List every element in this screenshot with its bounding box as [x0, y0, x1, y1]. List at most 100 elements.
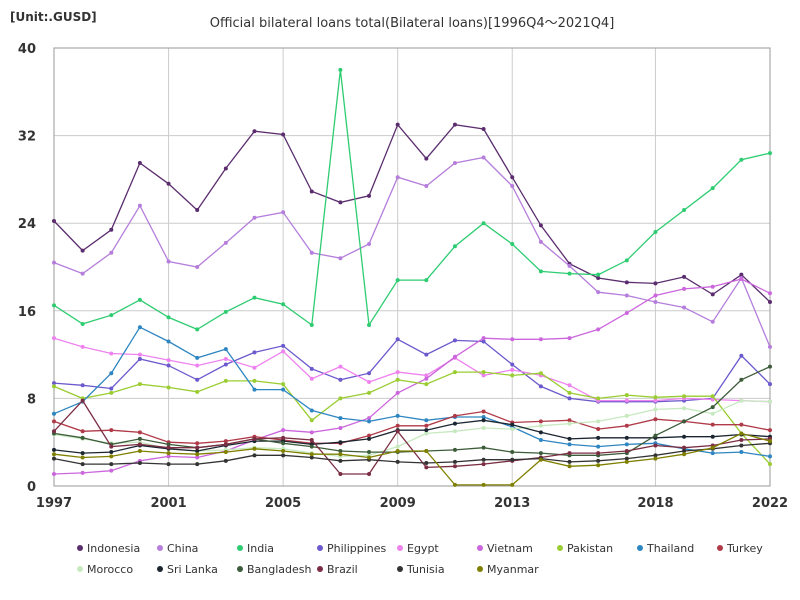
data-point: [481, 462, 486, 467]
data-point: [252, 215, 257, 220]
data-point: [710, 411, 715, 416]
data-point: [567, 390, 572, 395]
data-point: [166, 363, 171, 368]
data-point: [510, 362, 515, 367]
data-point: [309, 430, 314, 435]
legend-marker: [717, 545, 723, 551]
data-point: [338, 67, 343, 72]
data-point: [710, 394, 715, 399]
series-bangladesh: [52, 364, 772, 458]
data-point: [510, 427, 515, 432]
data-point: [395, 122, 400, 127]
data-point: [596, 419, 601, 424]
data-point: [567, 336, 572, 341]
x-tick-label: 2022: [752, 496, 788, 511]
data-point: [768, 454, 772, 459]
data-point: [166, 385, 171, 390]
data-point: [510, 450, 515, 455]
x-tick-label: 2018: [637, 496, 673, 511]
data-point: [137, 448, 142, 453]
data-point: [80, 462, 85, 467]
data-point: [682, 406, 687, 411]
data-point: [481, 409, 486, 414]
data-point: [252, 446, 257, 451]
data-point: [424, 428, 429, 433]
data-point: [624, 456, 629, 461]
data-point: [252, 365, 257, 370]
data-point: [309, 189, 314, 194]
data-point: [624, 423, 629, 428]
legend-marker: [237, 566, 243, 572]
data-point: [510, 482, 515, 487]
data-point: [682, 305, 687, 310]
data-point: [80, 321, 85, 326]
data-point: [596, 458, 601, 463]
legend-marker: [477, 566, 483, 572]
data-point: [80, 435, 85, 440]
data-point: [309, 323, 314, 328]
data-point: [567, 418, 572, 423]
legend-marker: [637, 545, 643, 551]
series-line-turkey: [53, 410, 771, 444]
data-point: [166, 315, 171, 320]
y-tick-label: 8: [27, 392, 36, 407]
data-point: [452, 338, 457, 343]
data-point: [367, 416, 372, 421]
data-point: [395, 175, 400, 180]
data-point: [281, 132, 286, 137]
data-point: [596, 435, 601, 440]
data-point: [195, 452, 200, 457]
data-point: [223, 356, 228, 361]
legend-marker: [397, 566, 403, 572]
data-point: [309, 376, 314, 381]
data-point: [338, 471, 343, 476]
data-point: [452, 354, 457, 359]
data-point: [338, 256, 343, 261]
data-point: [510, 457, 515, 462]
data-point: [195, 265, 200, 269]
data-point: [223, 240, 228, 245]
legend-marker: [397, 545, 403, 551]
data-point: [481, 425, 486, 430]
data-point: [109, 386, 114, 391]
legend-item-pakistan: Pakistan: [557, 542, 613, 555]
data-point: [367, 390, 372, 395]
data-point: [682, 445, 687, 450]
data-point: [52, 219, 56, 224]
data-point: [109, 371, 114, 376]
data-point: [739, 443, 744, 448]
data-point: [367, 379, 372, 384]
legend-item-vietnam: Vietnam: [477, 542, 533, 555]
data-point: [567, 459, 572, 464]
data-point: [309, 250, 314, 255]
data-point: [223, 442, 228, 447]
data-point: [309, 444, 314, 449]
data-point: [109, 351, 114, 356]
data-point: [567, 421, 572, 426]
legend-marker: [557, 545, 563, 551]
data-point: [166, 339, 171, 344]
data-point: [80, 383, 85, 388]
data-point: [52, 260, 56, 265]
data-point: [682, 448, 687, 453]
data-point: [596, 275, 601, 280]
data-point: [624, 280, 629, 285]
data-point: [109, 444, 114, 449]
data-point: [195, 327, 200, 332]
data-point: [338, 448, 343, 453]
data-point: [538, 371, 543, 376]
data-point: [452, 459, 457, 464]
data-point: [481, 221, 486, 226]
data-point: [538, 423, 543, 428]
data-point: [281, 302, 286, 307]
data-point: [338, 458, 343, 463]
data-point: [367, 193, 372, 198]
data-point: [596, 396, 601, 401]
data-point: [195, 363, 200, 368]
data-point: [768, 291, 772, 296]
legend-label: Turkey: [726, 542, 763, 555]
data-point: [424, 465, 429, 470]
series-line-pakistan: [53, 371, 771, 465]
legend-label: Brazil: [327, 563, 358, 576]
data-point: [682, 208, 687, 213]
